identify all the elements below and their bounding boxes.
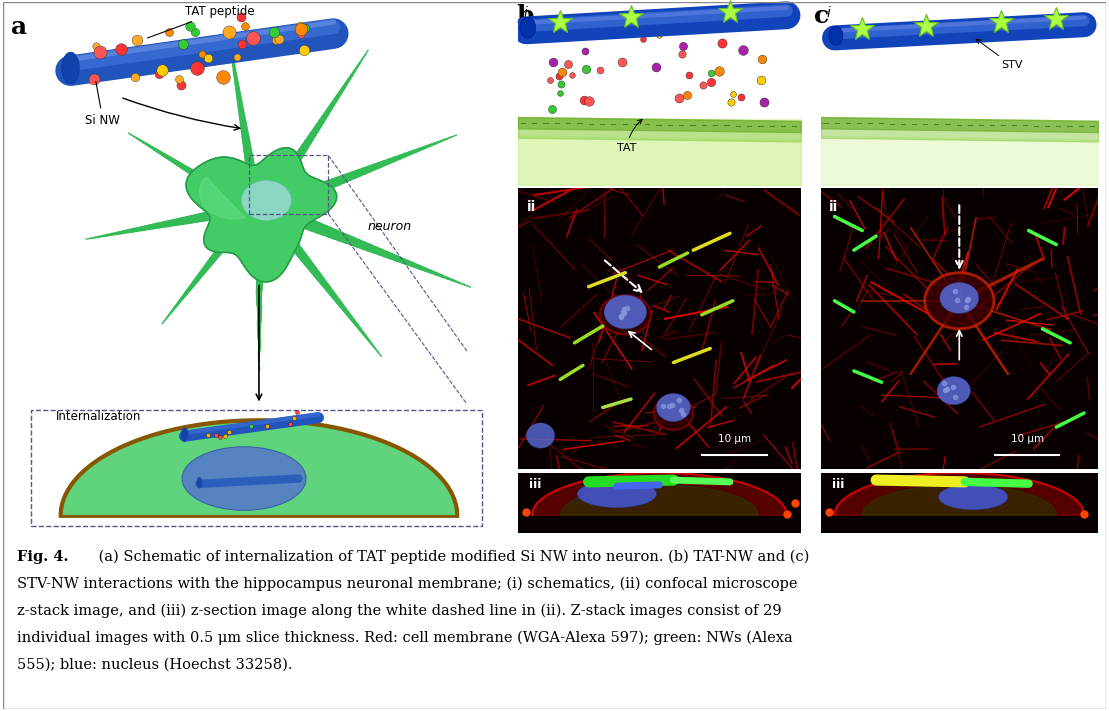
- Polygon shape: [862, 485, 1056, 515]
- Text: i: i: [523, 6, 528, 20]
- Text: 10 μm: 10 μm: [1010, 434, 1044, 444]
- Polygon shape: [518, 473, 801, 533]
- Ellipse shape: [828, 26, 843, 45]
- Ellipse shape: [657, 393, 691, 422]
- Ellipse shape: [940, 282, 979, 314]
- Polygon shape: [518, 188, 801, 469]
- Ellipse shape: [938, 484, 1008, 510]
- Ellipse shape: [925, 272, 994, 328]
- Ellipse shape: [242, 181, 292, 220]
- Text: z-stack image, and (iii) z-section image along the white dashed line in (ii). Z-: z-stack image, and (iii) z-section image…: [17, 604, 781, 618]
- Text: ii: ii: [828, 200, 838, 213]
- Text: ii: ii: [527, 200, 536, 213]
- Ellipse shape: [937, 377, 970, 405]
- Text: Internalization: Internalization: [55, 410, 141, 423]
- Text: STV: STV: [976, 39, 1022, 70]
- Text: 555); blue: nucleus (Hoechst 33258).: 555); blue: nucleus (Hoechst 33258).: [17, 658, 292, 672]
- Polygon shape: [821, 188, 1098, 469]
- Text: TAT: TAT: [617, 119, 642, 153]
- Polygon shape: [532, 473, 786, 515]
- Polygon shape: [61, 420, 457, 515]
- Ellipse shape: [196, 477, 203, 488]
- Text: iii: iii: [832, 478, 844, 491]
- Polygon shape: [821, 473, 1098, 533]
- Text: i: i: [826, 6, 830, 20]
- Polygon shape: [186, 148, 337, 282]
- Ellipse shape: [578, 481, 657, 508]
- Text: STV-NW interactions with the hippocampus neuronal membrane; (i) schematics, (ii): STV-NW interactions with the hippocampus…: [17, 577, 797, 591]
- Polygon shape: [200, 177, 245, 219]
- Text: Si NW: Si NW: [85, 81, 120, 127]
- Ellipse shape: [62, 52, 79, 84]
- Text: a: a: [11, 15, 28, 39]
- Ellipse shape: [604, 295, 647, 328]
- Ellipse shape: [181, 427, 189, 442]
- Polygon shape: [560, 485, 759, 515]
- Polygon shape: [834, 473, 1085, 515]
- Text: neuron: neuron: [368, 220, 413, 232]
- Ellipse shape: [600, 295, 651, 334]
- Ellipse shape: [527, 423, 554, 448]
- Text: c: c: [814, 4, 830, 28]
- Text: TAT peptide: TAT peptide: [147, 5, 254, 38]
- Polygon shape: [186, 148, 337, 282]
- Text: 10 μm: 10 μm: [718, 434, 751, 444]
- Text: individual images with 0.5 μm slice thickness. Red: cell membrane (WGA-Alexa 597: individual images with 0.5 μm slice thic…: [17, 631, 793, 645]
- Text: Fig. 4.: Fig. 4.: [17, 550, 68, 564]
- Text: iii: iii: [529, 478, 541, 491]
- Text: b: b: [517, 4, 535, 28]
- Ellipse shape: [653, 396, 693, 430]
- Ellipse shape: [182, 447, 306, 510]
- Ellipse shape: [520, 17, 536, 38]
- Text: (a) Schematic of internalization of TAT peptide modified Si NW into neuron. (b) : (a) Schematic of internalization of TAT …: [94, 550, 810, 564]
